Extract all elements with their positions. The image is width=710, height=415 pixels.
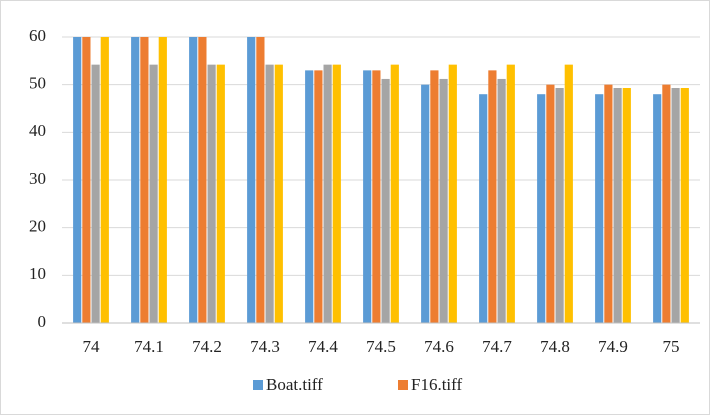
y-tick-label: 0 <box>38 312 47 331</box>
bar <box>158 37 167 323</box>
bar <box>622 88 631 324</box>
bar <box>91 64 100 323</box>
bar <box>100 37 109 323</box>
x-tick-label: 74.7 <box>482 337 512 356</box>
bar <box>207 64 216 323</box>
bar <box>390 64 399 323</box>
legend-swatch <box>398 380 408 390</box>
bar <box>479 94 488 323</box>
bar <box>274 64 283 323</box>
bar <box>198 37 207 323</box>
bar <box>488 70 497 323</box>
bar <box>305 70 314 323</box>
x-tick-label: 75 <box>663 337 680 356</box>
x-tick-label: 74.8 <box>540 337 570 356</box>
bar <box>662 84 671 324</box>
bar <box>537 94 546 323</box>
bar <box>671 88 680 324</box>
bar <box>546 84 555 324</box>
bar <box>421 84 430 324</box>
x-tick-label: 74.1 <box>134 337 164 356</box>
y-tick-label: 30 <box>29 169 46 188</box>
bar <box>613 88 622 324</box>
bar <box>439 78 448 324</box>
x-tick-label: 74.6 <box>424 337 454 356</box>
y-tick-label: 60 <box>29 26 46 45</box>
bar <box>430 70 439 323</box>
bar <box>82 37 91 323</box>
bar <box>314 70 323 323</box>
bar <box>73 37 82 323</box>
bar <box>653 94 662 323</box>
bar <box>140 37 149 323</box>
x-tick-label: 74.4 <box>308 337 338 356</box>
x-tick-label: 74.2 <box>192 337 222 356</box>
bar <box>448 64 457 323</box>
legend-label: Boat.tiff <box>266 375 323 394</box>
bar <box>247 37 256 323</box>
y-tick-label: 20 <box>29 217 46 236</box>
bar <box>149 64 158 323</box>
x-tick-label: 74.5 <box>366 337 396 356</box>
y-tick-label: 50 <box>29 74 46 93</box>
bar <box>564 64 573 323</box>
bar <box>372 70 381 323</box>
x-tick-label: 74 <box>83 337 101 356</box>
bar <box>555 88 564 324</box>
bar <box>189 37 198 323</box>
bar <box>131 37 140 323</box>
bar <box>604 84 613 324</box>
y-tick-label: 10 <box>29 264 46 283</box>
legend-label: F16.tiff <box>411 375 463 394</box>
bar <box>381 78 390 324</box>
y-tick-label: 40 <box>29 121 46 140</box>
bar <box>363 70 372 323</box>
bar <box>332 64 341 323</box>
bar <box>506 64 515 323</box>
bar <box>323 64 332 323</box>
bar <box>595 94 604 323</box>
bar <box>256 37 265 323</box>
bar <box>265 64 274 323</box>
bar <box>680 88 689 324</box>
bar <box>216 64 225 323</box>
legend-swatch <box>253 380 263 390</box>
x-tick-label: 74.3 <box>250 337 280 356</box>
bar <box>497 78 506 324</box>
x-tick-label: 74.9 <box>598 337 628 356</box>
